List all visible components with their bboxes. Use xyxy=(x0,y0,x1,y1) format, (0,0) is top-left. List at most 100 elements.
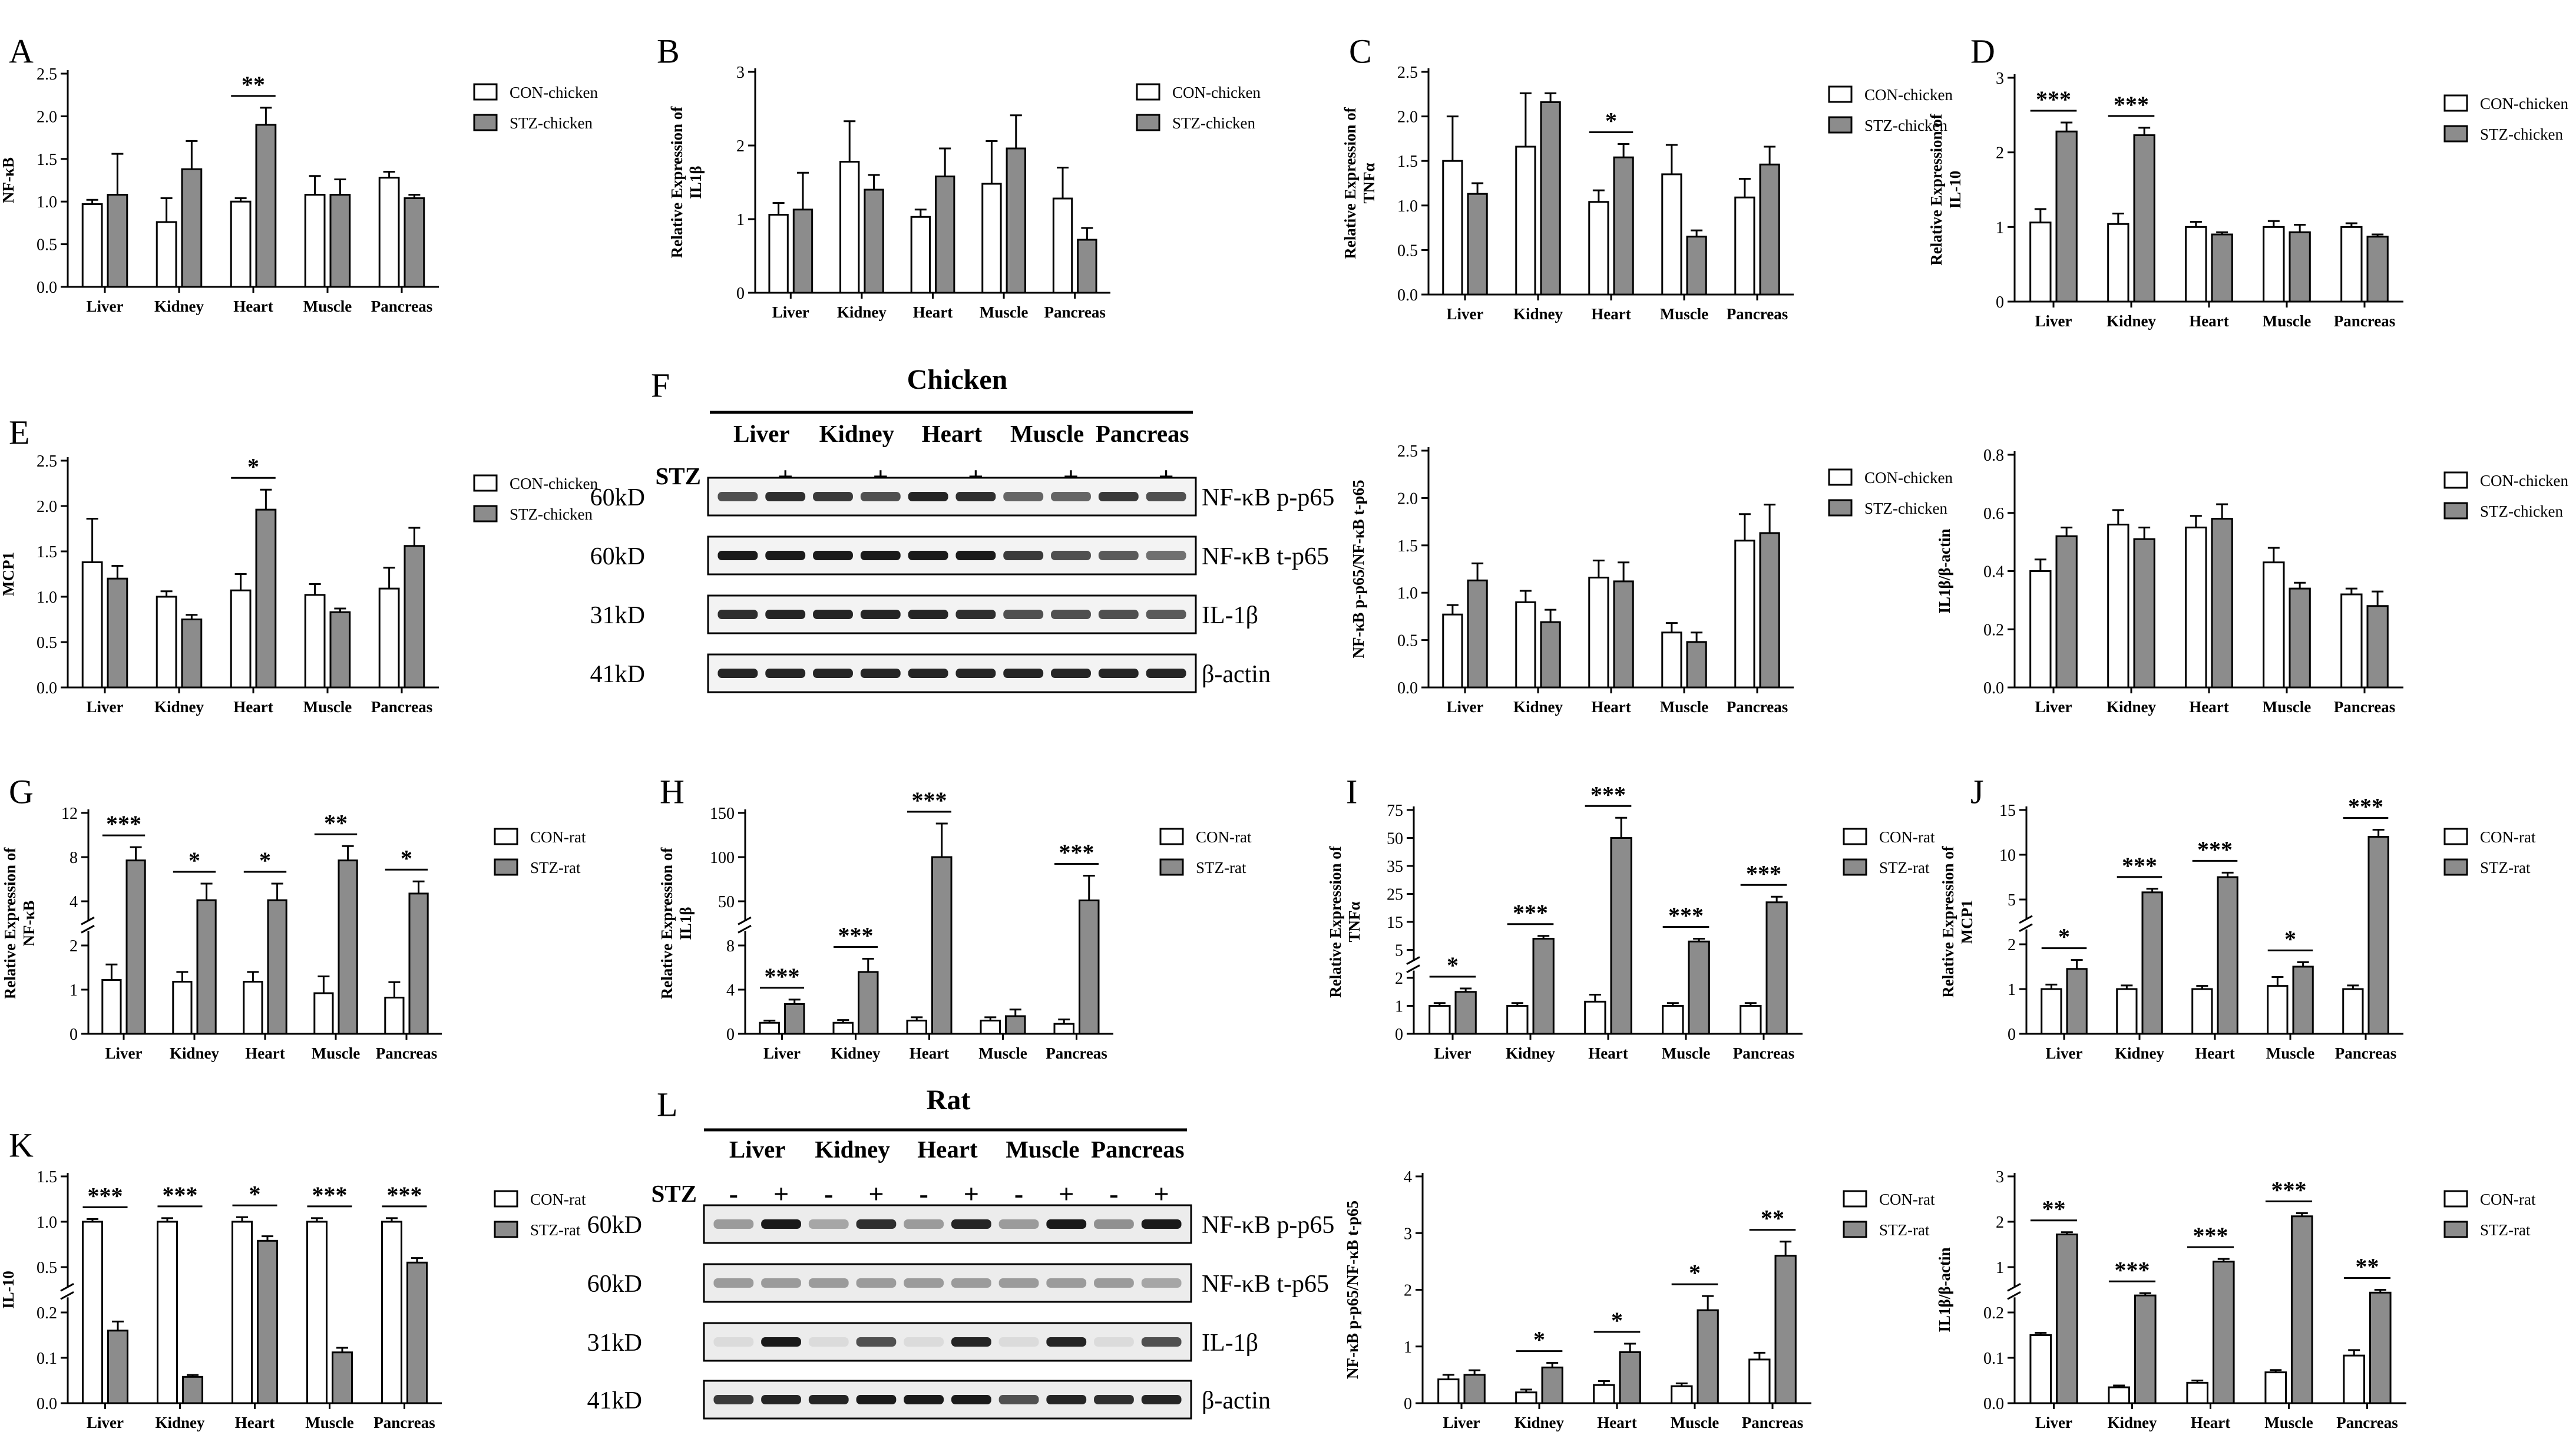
significance-label: *** xyxy=(912,787,947,814)
legend-label: STZ-rat xyxy=(1879,1221,1930,1239)
y-tick-label: 5 xyxy=(1395,942,1403,960)
blot-tissue-label: Muscle xyxy=(1006,1136,1079,1163)
x-tick-label: Muscle xyxy=(303,297,352,315)
bar-stz xyxy=(1540,621,1561,689)
blot-protein-label: NF-κB t-p65 xyxy=(1202,543,1329,570)
bar-control xyxy=(2340,226,2363,303)
blot-band xyxy=(1003,492,1044,501)
chart-panel-L2: 0.0 0.1 0.2 1 2 3 IL1β/β-actin Liver Kidney Heart… xyxy=(1936,1168,2536,1431)
bar-control xyxy=(1052,197,1073,294)
bar-stz xyxy=(125,859,146,1035)
bar-stz xyxy=(792,209,814,294)
y-tick-label: 2.5 xyxy=(37,65,57,84)
y-tick-label: 2.5 xyxy=(37,452,57,471)
chart-panel-C: C 0.0 0.5 1.0 1.5 2.0 2.5 Relative Expression o… xyxy=(1341,32,1953,323)
significance-label: ** xyxy=(242,71,265,98)
significance-label: *** xyxy=(88,1182,123,1209)
y-tick-label: 2 xyxy=(70,937,78,955)
blot-tissue-label: Heart xyxy=(917,1136,978,1163)
bar-control xyxy=(230,589,252,689)
legend-swatch-stz xyxy=(2443,858,2468,876)
y-tick-label: 1 xyxy=(1996,219,2004,237)
blot-band xyxy=(713,1337,754,1347)
bar-control xyxy=(1662,1005,1684,1035)
legend-label: CON-rat xyxy=(2480,1191,2536,1208)
x-tick-label: Liver xyxy=(2035,1414,2072,1431)
significance-label: *** xyxy=(1668,902,1704,929)
blot-band xyxy=(955,610,996,619)
y-tick-label: 0.0 xyxy=(37,1395,57,1413)
blot-protein-label: NF-κB p-p65 xyxy=(1202,484,1334,511)
bar-control xyxy=(981,183,1002,294)
bar-control xyxy=(2029,1334,2052,1404)
y-axis-label: IL1β/β-actin xyxy=(1936,529,1953,614)
bar-control xyxy=(101,979,122,1035)
bar-control xyxy=(304,594,326,689)
x-tick-label: Heart xyxy=(1597,1414,1636,1431)
x-tick-label: Heart xyxy=(1588,1044,1628,1062)
blot-band xyxy=(860,551,901,560)
legend-label: CON-rat xyxy=(1196,828,1252,846)
y-axis-label: Relative Expression ofIL-10 xyxy=(0,1213,17,1365)
axis-break-mark xyxy=(81,924,95,934)
bar-stz xyxy=(2291,1215,2313,1404)
significance-label: *** xyxy=(2115,1256,2150,1283)
blot-title: Chicken xyxy=(907,364,1008,395)
bar-stz xyxy=(2217,876,2238,1035)
blot-band xyxy=(813,610,853,619)
x-tick-label: Muscle xyxy=(1660,698,1708,716)
blot-molecular-weight: 60kD xyxy=(590,484,645,511)
significance-label: * xyxy=(1611,1307,1623,1334)
legend-label: CON-chicken xyxy=(1864,469,1953,487)
bar-stz xyxy=(1467,193,1488,296)
legend-label: CON-rat xyxy=(530,828,586,846)
bar-stz xyxy=(196,899,217,1035)
axis-break-mark xyxy=(2007,1283,2021,1292)
y-tick-label: 2 xyxy=(1404,1282,1412,1300)
bar-control xyxy=(2029,221,2052,303)
bar-control xyxy=(1671,1385,1693,1404)
blot-molecular-weight: 41kD xyxy=(587,1387,642,1414)
x-tick-label: Liver xyxy=(763,1044,801,1062)
bar-stz xyxy=(404,545,425,689)
y-tick-label: 0.8 xyxy=(1983,447,2004,465)
blot-protein-label: NF-κB t-p65 xyxy=(1202,1271,1329,1298)
bar-stz xyxy=(107,1330,129,1404)
legend-label: STZ-rat xyxy=(1196,859,1246,877)
panel-label-D: D xyxy=(1970,32,1995,71)
y-axis-label: Relative Expression ofMCP1 xyxy=(1939,845,1976,997)
x-tick-label: Muscle xyxy=(305,1414,353,1431)
legend-swatch-stz xyxy=(473,114,498,131)
y-axis-label-line: Relative Expression of xyxy=(658,847,676,999)
legend-label: STZ-rat xyxy=(530,1221,581,1239)
x-tick-label: Pancreas xyxy=(371,297,432,315)
x-tick-label: Kidney xyxy=(2107,698,2157,716)
x-tick-label: Pancreas xyxy=(2334,312,2395,330)
bar-stz xyxy=(408,892,429,1035)
y-tick-label: 1.5 xyxy=(37,151,57,169)
blot-band xyxy=(1051,669,1091,678)
axis-break-mark xyxy=(2007,1291,2021,1300)
blot-band xyxy=(1094,1395,1134,1404)
bar-stz xyxy=(181,619,203,689)
bar-stz xyxy=(2133,134,2155,303)
legend-swatch-stz xyxy=(473,505,498,523)
y-tick-label: 0.0 xyxy=(37,279,57,297)
bar-stz xyxy=(931,856,953,1035)
y-tick-label: 1.0 xyxy=(37,193,57,211)
legend-label: STZ-chicken xyxy=(1864,117,1947,134)
y-tick-label: 3 xyxy=(736,64,745,82)
blot-band xyxy=(998,1337,1039,1347)
y-tick-label: 2.0 xyxy=(37,108,57,126)
blot-molecular-weight: 60kD xyxy=(587,1271,642,1298)
y-tick-label: 2.0 xyxy=(1397,108,1418,127)
x-tick-label: Liver xyxy=(1443,1414,1480,1431)
y-tick-label: 2 xyxy=(1395,970,1403,988)
blot-band xyxy=(856,1337,897,1347)
x-tick-label: Pancreas xyxy=(1044,303,1105,321)
y-tick-label: 0 xyxy=(1404,1395,1412,1413)
x-tick-label: Heart xyxy=(1591,698,1631,716)
blot-band xyxy=(1003,610,1044,619)
y-tick-label: 0.0 xyxy=(1397,679,1418,697)
